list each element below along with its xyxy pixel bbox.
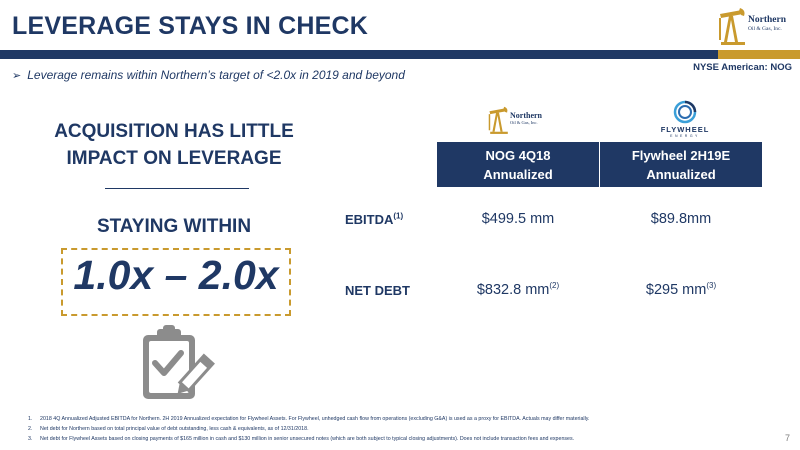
flywheel-logo-name: FLYWHEEL <box>660 125 710 134</box>
column-header-line1: NOG 4Q18 <box>485 148 551 163</box>
pumpjack-logo-icon <box>488 106 508 134</box>
acquisition-heading-line1: ACQUISITION HAS LITTLE <box>54 121 294 142</box>
bullet-label: Leverage remains within Northern’s targe… <box>27 68 405 82</box>
arrow-bullet-icon: ➢ <box>12 70 22 82</box>
footnote-text: 2018 4Q Annualized Adjusted EBITDA for N… <box>40 416 590 422</box>
acquisition-heading: ACQUISITION HAS LITTLE IMPACT ON LEVERAG… <box>40 118 308 172</box>
row-label-text: EBITDA <box>345 212 394 227</box>
footnote-ref: (2) <box>549 281 560 291</box>
footnote-number: 1. <box>28 416 33 422</box>
flywheel-logo-icon <box>673 100 697 124</box>
column-header-nog: NOG 4Q18 Annualized <box>437 142 599 187</box>
row-label-text: NET DEBT <box>345 283 410 298</box>
cell-ebitda-nog: $499.5 mm <box>437 211 599 227</box>
pumpjack-logo-icon <box>719 8 745 45</box>
nog-logo-subtitle: Oil & Gas, Inc. <box>510 120 538 125</box>
footnote: 2. Net debt for Northern based on total p… <box>28 424 768 434</box>
logo-name: Northern <box>748 15 786 25</box>
flywheel-logo-subtitle: ENERGY <box>670 134 700 138</box>
row-label-net-debt: NET DEBT <box>345 283 435 298</box>
bullet-text: ➢ Leverage remains within Northern’s targ… <box>12 68 405 82</box>
column-header-flywheel: Flywheel 2H19E Annualized <box>600 142 762 187</box>
exchange-label: NYSE American: NOG <box>693 62 792 73</box>
footnote-number: 2. <box>28 426 33 432</box>
flywheel-column-logo: FLYWHEEL ENERGY <box>655 100 715 142</box>
cell-value: $832.8 mm <box>476 282 550 298</box>
footnote-text: Net debt for Flywheel Assets based on cl… <box>40 436 575 442</box>
footnote: 3. Net debt for Flywheel Assets based on … <box>28 434 768 444</box>
clipboard-check-icon <box>143 325 215 399</box>
logo-subtitle: Oil & Gas, Inc. <box>748 26 782 32</box>
header-bar-accent <box>718 50 800 59</box>
footnotes: 1. 2018 4Q Annualized Adjusted EBITDA for… <box>28 414 768 444</box>
cell-net-debt-nog: $832.8 mm(2) <box>437 282 599 298</box>
nog-column-logo: Northern Oil & Gas, Inc. <box>488 102 548 138</box>
heading-divider <box>105 188 249 189</box>
footnote-ref: (1) <box>393 211 404 221</box>
footnote-number: 3. <box>28 436 33 442</box>
slide-title: LEVERAGE STAYS IN CHECK <box>12 12 369 40</box>
cell-value: $295 mm <box>645 282 707 298</box>
row-label-ebitda: EBITDA(1) <box>345 212 435 227</box>
cell-net-debt-flywheel: $295 mm(3) <box>600 282 762 298</box>
leverage-range: 1.0x – 2.0x <box>73 252 279 298</box>
footnote-text: Net debt for Northern based on total pri… <box>40 426 309 432</box>
column-header-line2: Annualized <box>646 167 716 182</box>
nog-logo-name: Northern <box>510 111 542 120</box>
header-bar <box>0 50 718 59</box>
northern-logo: Northern Oil & Gas, Inc. <box>718 4 790 48</box>
column-header-line2: Annualized <box>483 167 553 182</box>
cell-value: $89.8mm <box>650 211 712 227</box>
page-number: 7 <box>784 433 790 443</box>
footnote-ref: (3) <box>706 281 717 291</box>
cell-ebitda-flywheel: $89.8mm <box>600 211 762 227</box>
acquisition-heading-line2: IMPACT ON LEVERAGE <box>66 148 282 169</box>
column-header-line1: Flywheel 2H19E <box>631 148 731 163</box>
cell-value: $499.5 mm <box>481 211 555 227</box>
staying-within-label: STAYING WITHIN <box>96 216 252 237</box>
footnote: 1. 2018 4Q Annualized Adjusted EBITDA for… <box>28 414 768 424</box>
range-box <box>61 248 291 316</box>
